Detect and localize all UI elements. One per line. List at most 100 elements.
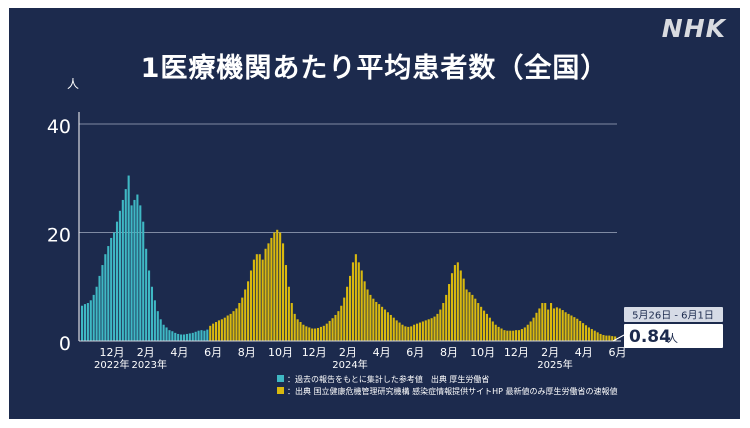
bar-current [573, 317, 576, 341]
bar-current [474, 298, 477, 341]
legend-label: ：出典 国立健康危機管理研究機構 感染症情報提供サイトHP 最新値のみ厚生労働省… [287, 386, 617, 396]
bar-reference [194, 331, 197, 341]
bar-reference [153, 300, 156, 341]
bar-current [232, 311, 235, 341]
bar-current [579, 320, 582, 341]
bar-current [282, 243, 285, 341]
bar-current [544, 303, 547, 341]
bar-current [436, 313, 439, 342]
bar-current [331, 318, 334, 341]
bar-current [311, 328, 314, 341]
bar-reference [159, 319, 162, 341]
bar-current [235, 308, 238, 341]
bar-current [523, 327, 526, 341]
bar-reference [156, 311, 159, 341]
bar-current [398, 322, 401, 341]
bar-current [340, 305, 343, 341]
bar-current [485, 313, 489, 342]
bar-current [302, 324, 305, 341]
x-tick-label: 4月 [373, 346, 391, 359]
bar-reference [104, 254, 107, 341]
bar-current [462, 278, 465, 341]
bar-current [276, 229, 279, 341]
y-axis-unit: 人 [67, 77, 79, 91]
annotation-unit: 人 [667, 332, 678, 345]
bar-reference [145, 248, 148, 341]
x-year-label: 2025年 [537, 358, 572, 371]
bar-current [316, 327, 320, 341]
bar-reference [203, 330, 206, 341]
bar-current [480, 306, 483, 341]
bar-current [491, 321, 494, 341]
bar-reference [86, 303, 89, 341]
bar-current [564, 312, 567, 341]
y-tick-label: 40 [47, 116, 71, 138]
bar-current [526, 324, 529, 341]
bar-current [550, 303, 553, 341]
bar-reference [200, 330, 203, 341]
bar-current [220, 319, 223, 341]
bar-current [334, 314, 337, 341]
x-tick-label: 2月 [541, 346, 559, 359]
bar-current [354, 254, 357, 341]
x-tick-label: 8月 [440, 346, 458, 359]
bar-current [395, 320, 398, 341]
bar-current [349, 275, 352, 341]
annotation-pointer [612, 334, 625, 342]
bar-current [520, 329, 523, 341]
bar-current [456, 262, 459, 341]
bar-current [314, 328, 317, 341]
bar-reference [188, 333, 191, 341]
bar-reference [113, 232, 116, 341]
bar-current [296, 319, 299, 341]
bar-current [389, 314, 392, 341]
bar-current [410, 326, 413, 341]
bar-reference [81, 305, 84, 341]
bar-reference [180, 334, 183, 341]
bar-current [328, 320, 331, 341]
bar-current [488, 317, 491, 341]
bar-reference [136, 194, 139, 341]
bar-reference [101, 265, 104, 341]
bar-current [217, 320, 221, 341]
bar-current [433, 316, 436, 341]
bar-current [258, 254, 261, 341]
bar-current [293, 313, 296, 342]
bar-current [602, 335, 605, 341]
legend-label: ：過去の報告をもとに集計した参考値 出典 厚生労働省 [287, 374, 489, 384]
bar-current [418, 322, 422, 341]
bar-reference [148, 270, 151, 341]
bar-current [448, 284, 451, 341]
bar-current [229, 313, 232, 342]
bar-current [593, 330, 596, 341]
bar-current [453, 265, 456, 341]
x-tick-label: 6月 [204, 346, 222, 359]
bar-current [494, 324, 497, 341]
bar-reference [115, 221, 119, 341]
bar-current [503, 330, 506, 341]
bar-current [305, 326, 308, 341]
bar-current [442, 303, 445, 341]
bar-current [279, 232, 282, 341]
bar-reference [92, 294, 95, 341]
bar-reference [150, 286, 154, 341]
bar-current [299, 322, 302, 341]
x-tick-label: 10月 [470, 346, 495, 359]
bar-current [261, 259, 264, 342]
bar-current [515, 330, 518, 341]
bar-current [238, 303, 241, 341]
bar-current [483, 310, 486, 341]
bar-current [407, 326, 410, 341]
bar-current [582, 323, 585, 341]
bar-current [567, 313, 570, 342]
bar-current [209, 325, 212, 341]
bar-reference [185, 333, 188, 341]
legend-swatch [277, 375, 284, 382]
bar-current [541, 303, 544, 341]
bar-current [605, 335, 608, 341]
bar-reference [89, 300, 92, 341]
bar-current [590, 329, 593, 341]
bar-current [241, 297, 244, 341]
bar-current [611, 336, 614, 341]
bar-current [424, 320, 427, 341]
